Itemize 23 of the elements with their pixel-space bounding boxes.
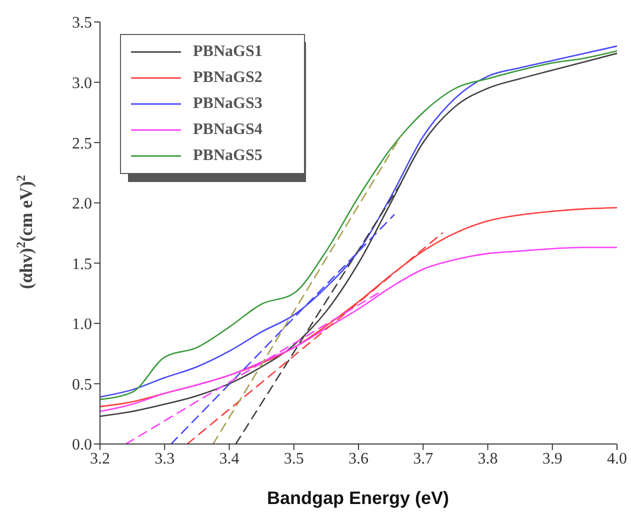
legend-label: PBNaGS2 bbox=[193, 69, 262, 87]
y-tick-label: 1.5 bbox=[72, 256, 92, 273]
x-tick-label: 3.8 bbox=[478, 450, 498, 468]
y-tick-label: 2.5 bbox=[72, 135, 92, 152]
x-tick-label: 3.7 bbox=[413, 450, 434, 468]
x-tick-label: 3.2 bbox=[90, 450, 110, 468]
y-tick-label: 3.5 bbox=[72, 14, 92, 32]
legend-label: PBNaGS1 bbox=[193, 43, 262, 61]
legend-label: PBNaGS5 bbox=[193, 147, 262, 165]
x-axis-title: Bandgap Energy (eV) bbox=[266, 488, 450, 508]
x-tick-label: 3.9 bbox=[542, 450, 562, 468]
y-tick-label: 0.5 bbox=[72, 376, 92, 394]
x-tick-label: 3.6 bbox=[348, 450, 368, 468]
y-tick-label: 3.0 bbox=[72, 74, 92, 92]
x-tick-label: 3.5 bbox=[284, 450, 304, 468]
y-tick-label: 0.0 bbox=[72, 436, 92, 454]
legend-label: PBNaGS4 bbox=[193, 121, 262, 139]
legend-label: PBNaGS3 bbox=[193, 95, 262, 113]
x-tick-label: 3.3 bbox=[154, 450, 175, 468]
y-tick-label: 2.0 bbox=[72, 196, 92, 213]
x-tick-label: 4.0 bbox=[607, 450, 627, 468]
x-tick-label: 3.4 bbox=[219, 450, 240, 468]
y-tick-label: 1.0 bbox=[72, 316, 92, 334]
